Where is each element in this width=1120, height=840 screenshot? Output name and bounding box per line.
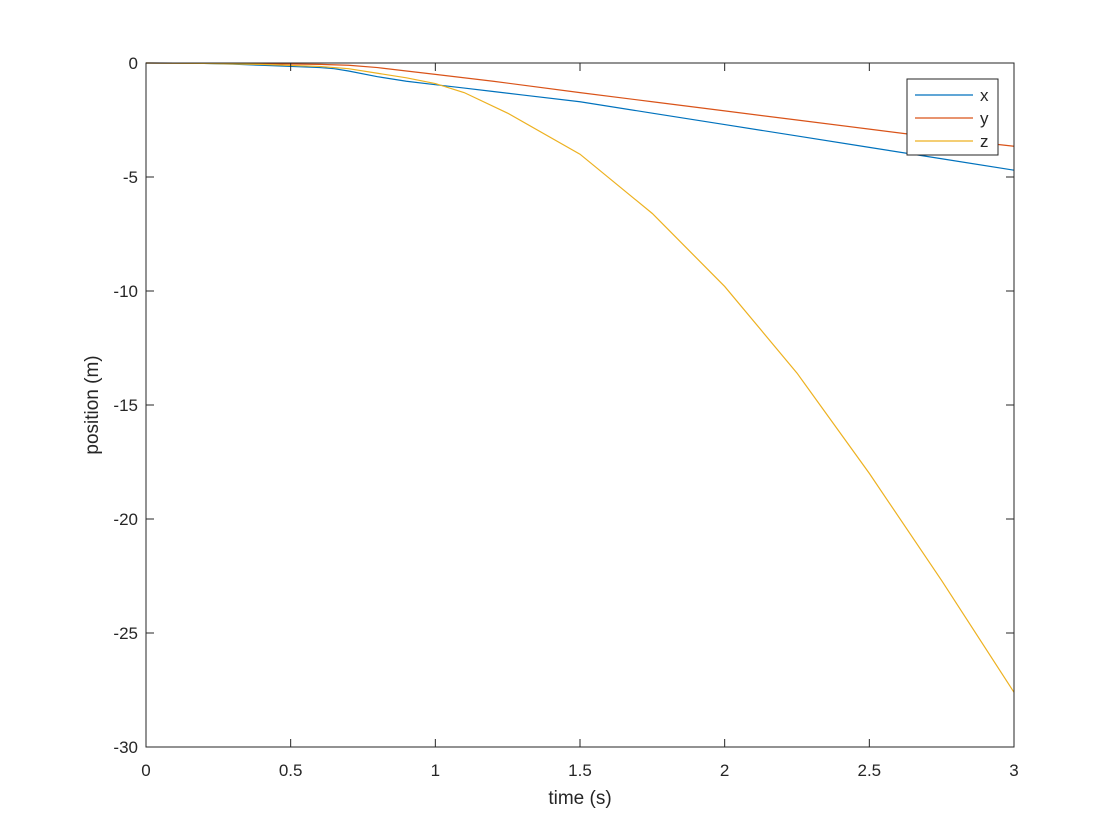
tick-layer: 0 0.5 1 1.5 2 2.5 3 -30 -25 -20 -15 -10 -5 0: [113, 54, 1018, 780]
x-tick-label: 1: [431, 761, 440, 780]
y-tick-label: -20: [113, 510, 138, 529]
y-tick-label: -30: [113, 738, 138, 757]
plot-background: [146, 63, 1014, 747]
legend-label-y: y: [980, 109, 989, 128]
legend-label-z: z: [980, 132, 989, 151]
x-tick-label: 0: [141, 761, 150, 780]
series-line-z: [145, 62, 1015, 693]
y-axis-label: position (m): [82, 355, 103, 454]
legend-box: [906, 78, 999, 156]
legend: xyz: [906, 78, 999, 156]
x-tick-label: 2.5: [858, 761, 882, 780]
y-tick-label: -25: [113, 624, 138, 643]
x-tick-label: 1.5: [568, 761, 592, 780]
x-axis-label: time (s): [548, 788, 611, 809]
x-tick-label: 3: [1009, 761, 1018, 780]
x-tick-label: 0.5: [279, 761, 303, 780]
y-tick-label: -10: [113, 282, 138, 301]
plot-area: [146, 63, 1014, 747]
x-tick-label: 2: [720, 761, 729, 780]
y-tick-label: -5: [123, 168, 138, 187]
y-tick-label: -15: [113, 396, 138, 415]
y-tick-label: 0: [129, 54, 138, 73]
legend-label-x: x: [980, 86, 989, 105]
